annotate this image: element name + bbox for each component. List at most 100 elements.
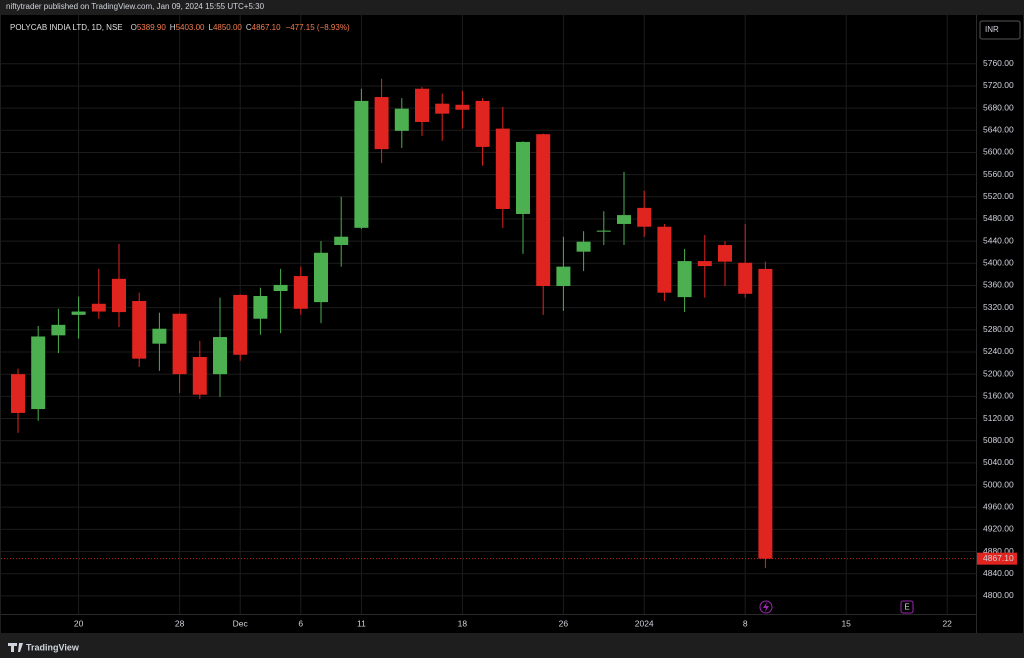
x-tick-label: 15 [841, 618, 851, 628]
brand-name: TradingView [26, 642, 80, 652]
candle-body [738, 262, 753, 294]
candle-body [314, 252, 328, 303]
candle-body [152, 328, 167, 344]
candle-body [394, 108, 409, 131]
y-tick-label: 5640.00 [983, 125, 1014, 135]
ohlc-value: 5403.00 [176, 23, 205, 32]
candle-body [596, 230, 611, 232]
candle-body [637, 207, 652, 227]
x-tick-label: 11 [357, 618, 366, 628]
candle-body [112, 278, 126, 313]
candle-body [91, 303, 106, 312]
earnings-letter[interactable]: E [904, 603, 909, 612]
x-tick-label: 8 [743, 618, 748, 628]
y-tick-label: 5760.00 [983, 58, 1014, 68]
x-tick-label: 2024 [635, 618, 654, 628]
y-tick-label: 5560.00 [983, 169, 1014, 179]
dividend-icon[interactable] [759, 600, 773, 614]
y-tick-label: 5720.00 [983, 80, 1014, 90]
y-tick-label: 4960.00 [983, 501, 1014, 511]
candle-body [192, 356, 207, 395]
currency-button[interactable] [979, 20, 1021, 40]
dividend-bolt [763, 602, 769, 612]
y-tick-label: 5040.00 [983, 457, 1014, 467]
candles [11, 78, 773, 569]
candle-body [293, 276, 308, 309]
x-tick-label: 6 [298, 618, 303, 628]
y-tick-label: 5440.00 [983, 235, 1014, 245]
y-tick-label: 5280.00 [983, 324, 1014, 334]
price-axis [977, 15, 1023, 633]
y-tick-label: 5160.00 [983, 391, 1014, 401]
candle-body [71, 311, 86, 315]
x-tick-label: 20 [74, 618, 84, 628]
candle-body [374, 97, 389, 150]
candle-body [132, 300, 147, 359]
candle-body [758, 268, 773, 559]
candle-body [31, 336, 46, 410]
x-tick-label: 28 [175, 618, 185, 628]
ohlc-key: H [170, 23, 176, 32]
y-tick-label: 5600.00 [983, 147, 1014, 157]
x-tick-label: Dec [233, 618, 249, 628]
ohlc-key: C [246, 23, 252, 32]
y-tick-label: 5320.00 [983, 302, 1014, 312]
y-tick-label: 4800.00 [983, 590, 1014, 600]
ohlc-value: 4850.00 [213, 23, 242, 32]
candle-body [617, 215, 631, 224]
candle-body [253, 296, 268, 319]
candle-body [718, 245, 732, 262]
candle-body [334, 236, 349, 246]
last-price-label: 4867.10 [983, 553, 1014, 563]
candle-body [455, 104, 470, 110]
candle-body [677, 261, 692, 298]
candle-body [536, 134, 551, 287]
x-tick-label: 18 [458, 618, 468, 628]
y-tick-label: 5120.00 [983, 413, 1014, 423]
brand-logo [8, 643, 23, 652]
candle-body [576, 241, 591, 252]
candle-body [495, 128, 510, 209]
candle-body [233, 294, 248, 355]
candle-body [516, 141, 530, 214]
last-price-tag [977, 552, 1017, 565]
ohlc-value: 5389.90 [137, 23, 166, 32]
y-tick-label: 5080.00 [983, 435, 1014, 445]
y-tick-label: 5000.00 [983, 479, 1014, 489]
y-tick-label: 5400.00 [983, 258, 1014, 268]
axis-labels: 4800.00 4840.00 4880.00 4920.00 4960.00 5000.… [74, 58, 1017, 628]
candle-body [435, 103, 450, 114]
earnings-icon[interactable] [900, 600, 914, 614]
grid [1, 15, 976, 614]
candle-body [354, 100, 369, 228]
candle-body [415, 88, 429, 122]
candle-body [11, 374, 25, 413]
symbol-legend: POLYCAB INDIA LTD, 1D, NSE O5389.90 H5403.… [10, 23, 350, 32]
y-tick-label: 4880.00 [983, 546, 1014, 556]
y-tick-label: 4840.00 [983, 568, 1014, 578]
candle-body [172, 313, 187, 375]
candle-body [273, 284, 288, 292]
y-tick-label: 5240.00 [983, 346, 1014, 356]
candle-body [51, 324, 66, 336]
x-tick-label: 26 [559, 618, 569, 628]
y-tick-label: 5680.00 [983, 102, 1014, 112]
ohlc-key: L [208, 23, 213, 32]
candle-body [657, 226, 672, 293]
ohlc-key: O [131, 23, 137, 32]
ohlc-value: 4867.10 [252, 23, 281, 32]
publisher-note: niftytrader published on TradingView.com… [6, 2, 265, 11]
y-tick-label: 5480.00 [983, 213, 1014, 223]
candle-body [556, 266, 571, 287]
change: −477.15 (−8.93%) [286, 23, 350, 32]
y-tick-label: 5520.00 [983, 191, 1014, 201]
candle-body [697, 261, 712, 267]
y-tick-label: 5360.00 [983, 280, 1014, 290]
y-tick-label: 4920.00 [983, 524, 1014, 534]
symbol: POLYCAB INDIA LTD, 1D, NSE [10, 23, 123, 32]
x-tick-label: 22 [942, 618, 952, 628]
currency-label[interactable]: INR [985, 25, 999, 34]
candle-body [475, 100, 490, 147]
